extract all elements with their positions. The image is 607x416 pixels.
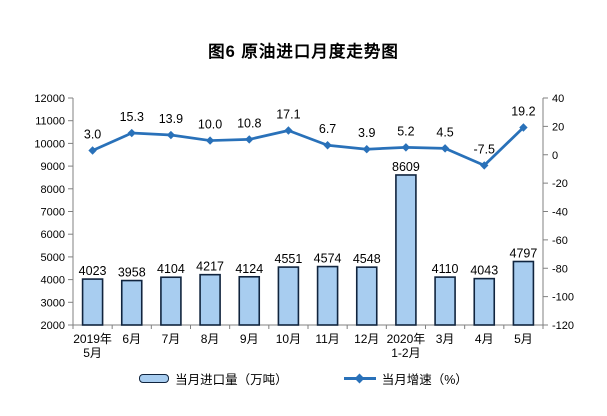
line-marker bbox=[480, 161, 489, 170]
svg-text:15.3: 15.3 bbox=[120, 110, 144, 124]
svg-text:8000: 8000 bbox=[41, 184, 65, 196]
svg-text:4217: 4217 bbox=[196, 260, 224, 274]
svg-text:11月: 11月 bbox=[315, 332, 339, 346]
svg-text:12月: 12月 bbox=[354, 332, 379, 346]
bar bbox=[512, 260, 535, 326]
legend-item-growth: 当月增速（%） bbox=[343, 369, 468, 388]
legend-label-imports: 当月进口量（万吨） bbox=[175, 373, 288, 387]
svg-text:-120: -120 bbox=[552, 320, 574, 332]
bar bbox=[473, 277, 496, 326]
svg-text:-80: -80 bbox=[552, 263, 568, 275]
svg-text:4023: 4023 bbox=[79, 264, 107, 278]
svg-text:5月: 5月 bbox=[514, 332, 533, 346]
svg-text:3月: 3月 bbox=[436, 332, 455, 346]
svg-text:19.2: 19.2 bbox=[511, 105, 535, 119]
bar bbox=[199, 273, 221, 326]
svg-text:2020年: 2020年 bbox=[387, 332, 426, 346]
line-marker bbox=[127, 128, 136, 138]
svg-text:3000: 3000 bbox=[41, 297, 65, 309]
bar bbox=[316, 265, 339, 326]
svg-text:0: 0 bbox=[552, 150, 558, 162]
svg-text:4574: 4574 bbox=[314, 252, 342, 266]
svg-text:11000: 11000 bbox=[35, 116, 65, 128]
bar-series bbox=[81, 174, 535, 326]
svg-text:5.2: 5.2 bbox=[397, 124, 414, 138]
svg-text:9月: 9月 bbox=[240, 332, 259, 346]
svg-text:5月: 5月 bbox=[83, 346, 102, 360]
svg-text:4043: 4043 bbox=[470, 264, 498, 278]
line-marker bbox=[401, 143, 411, 152]
svg-text:8609: 8609 bbox=[392, 160, 420, 174]
line-marker bbox=[440, 144, 450, 153]
line-series-swatch-icon bbox=[343, 373, 376, 384]
bar bbox=[277, 266, 300, 326]
line-marker bbox=[205, 136, 215, 145]
svg-text:1-2月: 1-2月 bbox=[391, 346, 420, 360]
bar-series-swatch-icon bbox=[139, 374, 170, 383]
chart-legend: 当月进口量（万吨） 当月增速（%） bbox=[0, 369, 607, 388]
svg-text:4104: 4104 bbox=[157, 262, 185, 276]
svg-text:10月: 10月 bbox=[276, 332, 301, 346]
svg-text:12000: 12000 bbox=[34, 93, 65, 105]
legend-item-imports: 当月进口量（万吨） bbox=[139, 369, 288, 388]
bar bbox=[160, 276, 182, 326]
svg-text:-100: -100 bbox=[552, 292, 574, 304]
svg-text:-40: -40 bbox=[552, 207, 568, 219]
svg-text:6月: 6月 bbox=[122, 332, 141, 346]
svg-text:-60: -60 bbox=[552, 235, 568, 247]
svg-text:40: 40 bbox=[552, 93, 564, 105]
line-value-labels: 3.0 15.3 13.9 10.0 10.8 17.1 6.7 3.9 5.2 4.5 -7.5 1… bbox=[84, 105, 536, 157]
svg-text:13.9: 13.9 bbox=[159, 112, 183, 126]
svg-text:10000: 10000 bbox=[34, 138, 65, 150]
line-marker bbox=[284, 126, 293, 135]
svg-text:4797: 4797 bbox=[510, 247, 538, 261]
svg-text:7000: 7000 bbox=[41, 207, 65, 219]
svg-text:6000: 6000 bbox=[41, 229, 65, 241]
svg-text:3.9: 3.9 bbox=[358, 126, 375, 140]
svg-text:7月: 7月 bbox=[162, 332, 181, 346]
svg-text:9000: 9000 bbox=[41, 161, 65, 173]
bar-value-labels: 4023 3958 4104 4217 4124 4551 4574 4548 8609 4110… bbox=[79, 160, 538, 280]
bar bbox=[120, 279, 143, 326]
bar bbox=[434, 276, 456, 326]
svg-text:4月: 4月 bbox=[475, 332, 494, 346]
svg-text:17.1: 17.1 bbox=[276, 107, 300, 121]
svg-text:2000: 2000 bbox=[41, 320, 65, 332]
svg-text:6.7: 6.7 bbox=[319, 122, 336, 136]
svg-text:20: 20 bbox=[552, 121, 564, 133]
bar bbox=[238, 275, 261, 326]
diamond-marker-icon bbox=[354, 373, 365, 384]
line-marker bbox=[166, 130, 176, 140]
axes: 2000 3000 4000 5000 6000 7000 8000 9000 10000 110… bbox=[34, 93, 574, 332]
line-marker bbox=[519, 123, 528, 132]
svg-text:4551: 4551 bbox=[275, 252, 303, 266]
bar bbox=[355, 266, 378, 326]
svg-text:5000: 5000 bbox=[41, 252, 65, 264]
svg-text:3.0: 3.0 bbox=[84, 127, 101, 141]
svg-text:10.8: 10.8 bbox=[237, 116, 261, 130]
line-marker bbox=[88, 146, 97, 155]
svg-text:2019年: 2019年 bbox=[73, 332, 112, 346]
svg-text:4000: 4000 bbox=[41, 275, 65, 287]
bar bbox=[395, 174, 417, 326]
line-marker bbox=[362, 145, 371, 154]
svg-text:8月: 8月 bbox=[201, 332, 220, 346]
chart-title: 图6 原油进口月度走势图 bbox=[208, 43, 399, 61]
svg-text:-7.5: -7.5 bbox=[473, 142, 495, 156]
line-marker bbox=[323, 141, 332, 150]
bar bbox=[81, 278, 104, 326]
svg-text:-20: -20 bbox=[552, 178, 568, 190]
legend-label-growth: 当月增速（%） bbox=[381, 373, 468, 387]
svg-text:4548: 4548 bbox=[353, 252, 381, 266]
line-series bbox=[88, 123, 528, 170]
svg-text:4124: 4124 bbox=[235, 262, 263, 276]
svg-text:4110: 4110 bbox=[432, 262, 459, 276]
svg-text:4.5: 4.5 bbox=[436, 125, 453, 139]
line-marker bbox=[245, 135, 254, 144]
svg-text:3958: 3958 bbox=[118, 266, 146, 280]
svg-text:10.0: 10.0 bbox=[198, 118, 222, 132]
